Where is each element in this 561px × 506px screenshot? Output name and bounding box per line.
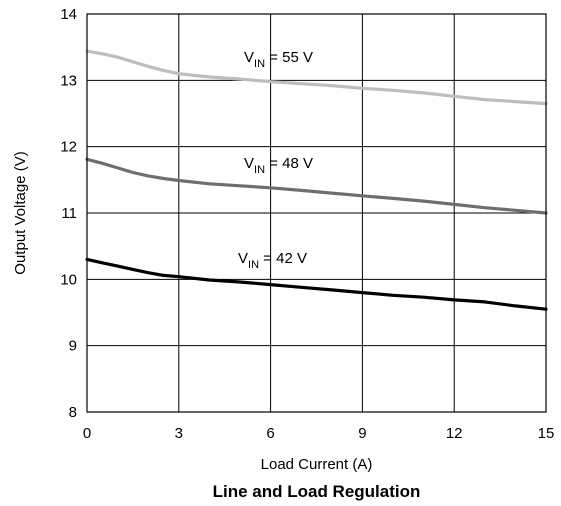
x-tick-label: 3 (175, 425, 183, 442)
x-tick-label: 9 (358, 425, 366, 442)
series-labels: VIN = 55 V VIN = 48 V VIN = 42 V (238, 49, 313, 271)
y-tick-label: 9 (69, 338, 77, 355)
y-tick-label: 14 (60, 6, 77, 23)
series-line-1 (85, 157, 548, 215)
chart-title: Line and Load Regulation (213, 482, 421, 501)
y-tick-label: 13 (60, 72, 77, 89)
series-line-2 (85, 257, 548, 311)
series-line-0 (85, 49, 548, 106)
x-tick-label: 12 (446, 425, 463, 442)
y-tick-label: 12 (60, 139, 77, 156)
x-tick-label: 15 (538, 425, 555, 442)
plot-frame (86, 13, 547, 413)
y-tick-label: 8 (69, 404, 77, 421)
series-lines (85, 49, 548, 311)
x-axis-label: Load Current (A) (261, 456, 373, 473)
y-axis-label: Output Voltage (V) (12, 151, 29, 274)
y-tick-label: 11 (61, 205, 77, 222)
series-label-2: VIN = 42 V (238, 250, 307, 271)
y-tick-label: 10 (60, 271, 77, 288)
series-label-1: VIN = 48 V (244, 155, 313, 176)
series-label-0: VIN = 55 V (244, 49, 313, 70)
x-tick-label: 0 (83, 425, 91, 442)
y-tick-labels: 8 9 10 11 12 13 14 (60, 6, 77, 421)
x-tick-label: 6 (266, 425, 274, 442)
x-tick-labels: 0 3 6 9 12 15 (83, 425, 555, 442)
grid (86, 13, 547, 413)
